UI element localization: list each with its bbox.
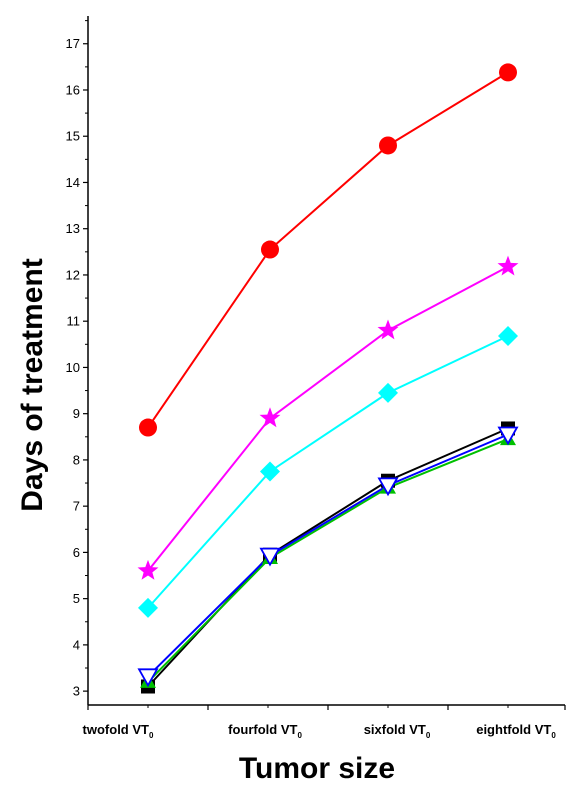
series-line-circle — [147, 71, 509, 429]
series-line-star — [147, 265, 509, 572]
series-line-triangle-up — [147, 438, 509, 683]
triangle-down-marker — [377, 477, 399, 497]
y-tick-label: 10 — [66, 360, 80, 375]
x-tick-label: sixfold VT0 — [364, 722, 431, 740]
circle-marker — [379, 136, 397, 155]
y-tick-label: 6 — [73, 545, 80, 560]
y-tick-label: 14 — [66, 175, 80, 190]
diamond-marker — [378, 382, 398, 403]
series-line-diamond — [147, 335, 509, 609]
diamond-marker — [498, 325, 518, 346]
star-marker — [259, 407, 281, 428]
x-ticks: twofold VT0 fourfold VT0 sixfold VT0 eightf… — [83, 705, 566, 740]
series-line-square — [147, 427, 509, 688]
series-lines — [147, 71, 509, 688]
diamond-marker — [138, 597, 158, 618]
y-tick-label: 4 — [73, 637, 80, 652]
x-tick-label: twofold VT0 — [83, 722, 154, 740]
diamond-marker — [260, 461, 280, 482]
circle-marker — [139, 418, 157, 437]
triangle-down-marker — [497, 426, 519, 446]
y-ticks: 3 4 5 6 7 8 9 10 11 12 13 14 15 16 17 — [66, 20, 88, 699]
series-line-triangle-down — [147, 433, 509, 678]
y-tick-label: 9 — [73, 406, 80, 421]
triangle-down-marker — [259, 547, 281, 567]
y-tick-label: 7 — [73, 499, 80, 514]
circle-marker — [499, 63, 517, 82]
triangle-down-marker — [137, 668, 159, 688]
series-markers — [137, 63, 519, 694]
star-marker — [137, 559, 159, 580]
y-tick-label: 15 — [66, 129, 80, 144]
x-tick-label: fourfold VT0 — [228, 722, 302, 740]
y-tick-label: 8 — [73, 452, 80, 467]
y-tick-label: 13 — [66, 221, 80, 236]
axes — [87, 16, 565, 706]
star-marker — [497, 255, 519, 276]
x-tick-label: eightfold VT0 — [476, 722, 556, 740]
star-marker — [377, 319, 399, 340]
y-tick-label: 5 — [73, 591, 80, 606]
y-axis-title: Days of treatment — [16, 258, 49, 511]
y-tick-label: 12 — [66, 267, 80, 282]
x-axis-title: Tumor size — [239, 752, 395, 785]
y-tick-label: 17 — [66, 36, 80, 51]
y-tick-label: 16 — [66, 82, 80, 97]
y-tick-label: 3 — [73, 684, 80, 699]
circle-marker — [261, 240, 279, 259]
y-tick-label: 11 — [67, 314, 81, 329]
